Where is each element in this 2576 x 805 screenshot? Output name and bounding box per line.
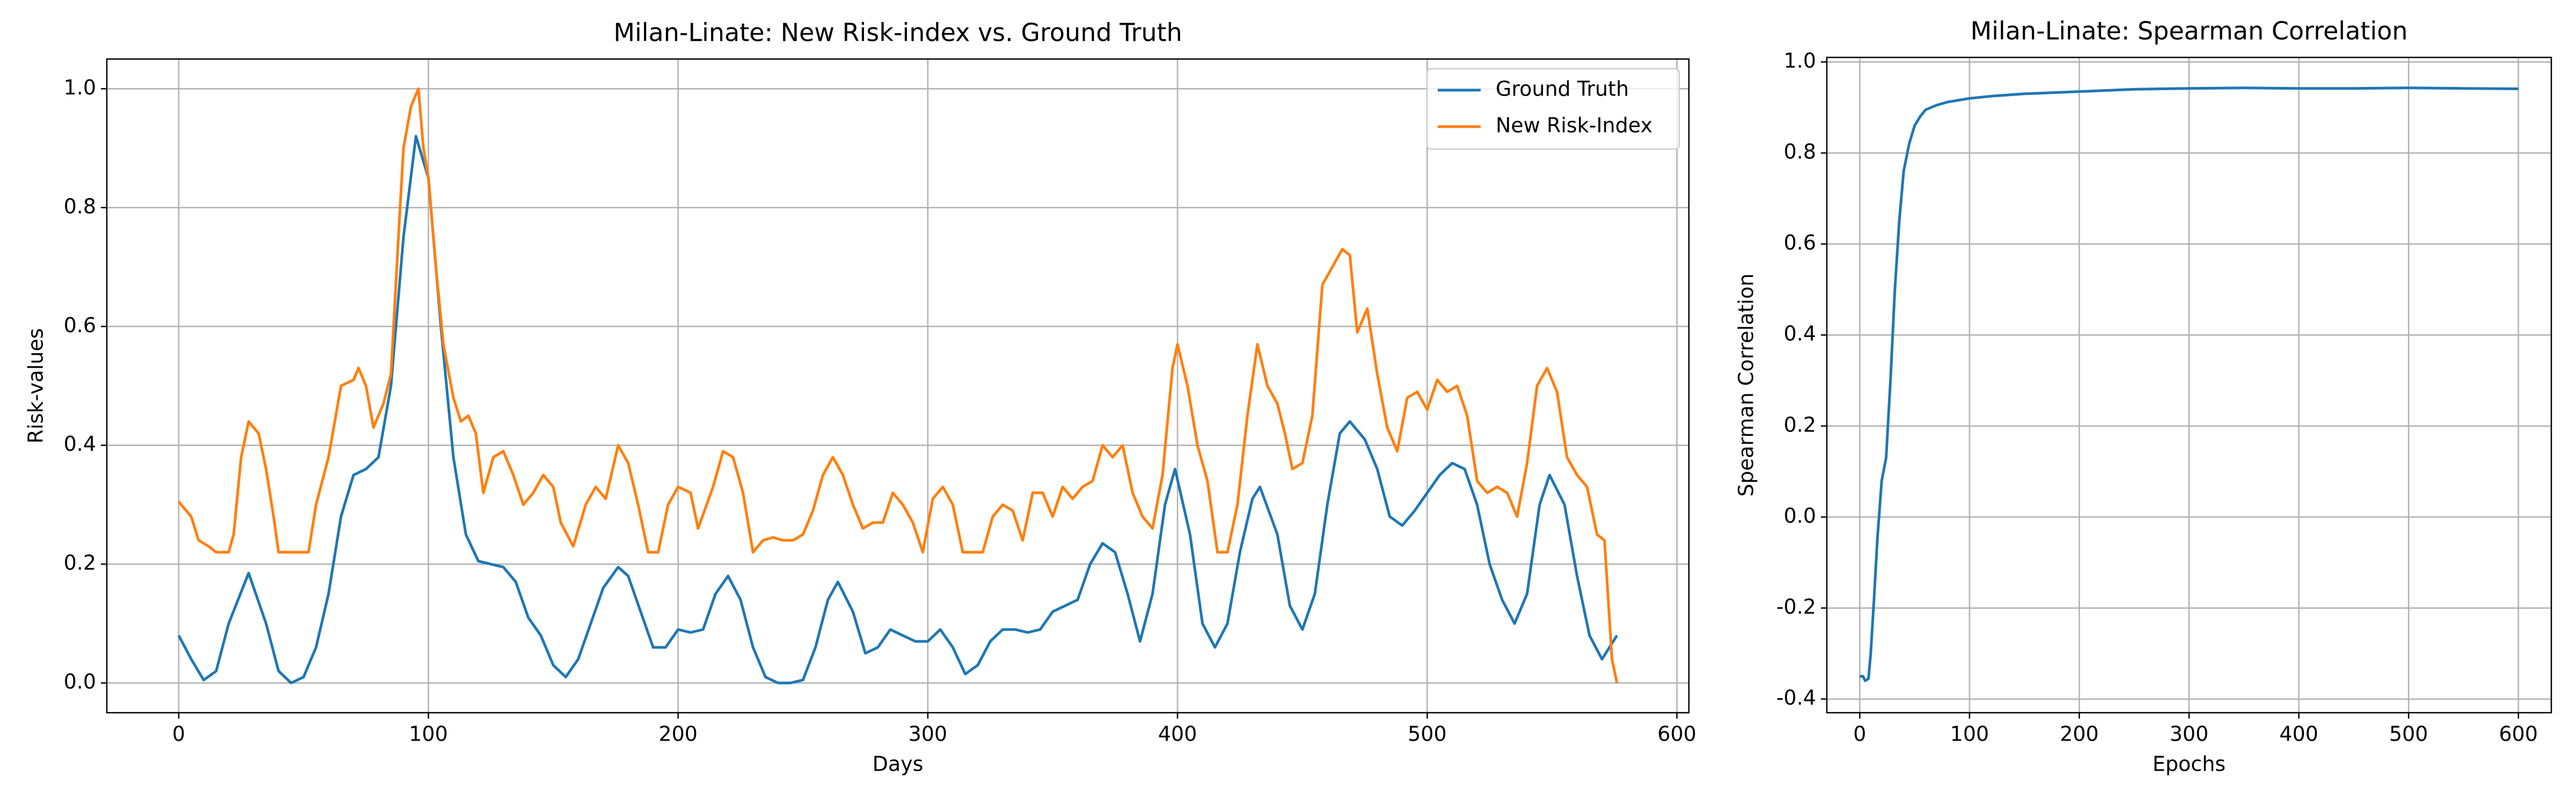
y-tick-label: 0.8 <box>64 194 96 218</box>
legend-label: Ground Truth <box>1496 77 1629 101</box>
chart-title: Milan-Linate: New Risk-index vs. Ground … <box>613 18 1182 47</box>
data-line <box>177 135 1619 685</box>
x-axis-label: Epochs <box>2153 752 2226 776</box>
y-tick-label: 0.2 <box>64 551 96 575</box>
x-tick-label: 0 <box>172 722 185 746</box>
y-tick-label: 0.0 <box>1784 504 1816 528</box>
y-tick-label: -0.2 <box>1776 595 1816 618</box>
x-tick-label: 600 <box>1657 722 1696 746</box>
x-tick-label: 500 <box>1408 722 1447 746</box>
y-tick-label: 0.4 <box>1784 322 1816 346</box>
chart-title: Milan-Linate: Spearman Correlation <box>1971 17 2408 46</box>
plot-frame <box>106 58 1690 714</box>
y-tick-label: 0.0 <box>64 670 96 693</box>
y-tick-label: -0.4 <box>1776 686 1816 709</box>
x-axis-label: Days <box>873 752 924 776</box>
y-tick-label: 1.0 <box>1784 49 1816 72</box>
x-tick-label: 300 <box>909 722 948 746</box>
x-tick-label: 600 <box>2499 722 2538 746</box>
data-line <box>178 87 1619 684</box>
x-tick-label: 300 <box>2170 722 2209 746</box>
y-tick-label: 0.6 <box>64 313 96 337</box>
x-tick-label: 400 <box>2279 722 2318 746</box>
x-tick-label: 100 <box>409 722 448 746</box>
y-tick-label: 1.0 <box>64 76 96 99</box>
x-tick-label: 100 <box>1950 722 1989 746</box>
y-tick-label: 0.4 <box>64 432 96 456</box>
y-tick-label: 0.8 <box>1784 140 1816 164</box>
plot-frame <box>1826 56 2552 714</box>
y-tick-label: 0.2 <box>1784 413 1816 436</box>
x-tick-label: 200 <box>658 722 698 746</box>
y-tick-label: 0.6 <box>1784 231 1816 254</box>
x-tick-label: 200 <box>2060 722 2099 746</box>
x-tick-label: 500 <box>2389 722 2428 746</box>
x-tick-label: 400 <box>1158 722 1197 746</box>
x-tick-label: 0 <box>1853 722 1866 746</box>
legend-box <box>1426 68 1680 150</box>
data-line <box>1860 86 2519 683</box>
y-axis-label: Risk-values <box>24 328 48 443</box>
y-axis-label: Spearman Correlation <box>1735 274 1758 497</box>
legend-label: New Risk-Index <box>1496 114 1652 137</box>
